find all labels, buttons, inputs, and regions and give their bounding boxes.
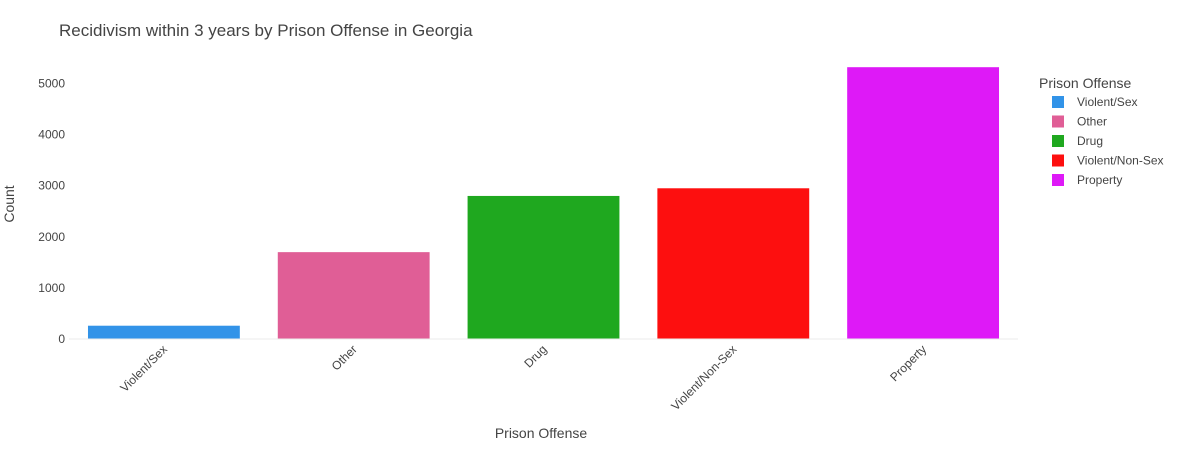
bar-violent-non-sex[interactable] — [657, 188, 810, 339]
y-tick-label: 2000 — [38, 230, 65, 244]
legend-label[interactable]: Property — [1077, 173, 1122, 187]
legend-swatch[interactable] — [1052, 135, 1064, 147]
x-axis-title: Prison Offense — [495, 425, 588, 441]
legend-label[interactable]: Violent/Non-Sex — [1077, 154, 1164, 168]
bar-violent-sex[interactable] — [87, 325, 240, 339]
legend-label[interactable]: Drug — [1077, 134, 1103, 148]
legend-swatch[interactable] — [1052, 154, 1064, 167]
legend-label[interactable]: Other — [1077, 115, 1107, 129]
bars — [87, 67, 1000, 340]
y-tick-label: 5000 — [38, 77, 65, 91]
legend-swatch[interactable] — [1052, 174, 1064, 186]
legend-swatch[interactable] — [1052, 115, 1064, 128]
x-tick-label: Other — [329, 342, 360, 373]
legend-swatch[interactable] — [1052, 96, 1064, 108]
y-axis-title: Count — [1, 185, 17, 222]
bar-drug[interactable] — [467, 195, 620, 339]
y-tick-label: 4000 — [38, 128, 65, 142]
y-tick-label: 1000 — [38, 281, 65, 295]
x-tick-label: Violent/Sex — [117, 342, 170, 395]
y-tick-label: 3000 — [38, 179, 65, 193]
chart-title: Recidivism within 3 years by Prison Offe… — [59, 21, 473, 40]
legend-title: Prison Offense — [1039, 75, 1132, 91]
legend: Prison Offense Violent/Sex Other Drug Viole… — [1039, 75, 1164, 187]
bar-property[interactable] — [847, 67, 1000, 340]
x-axis: Violent/Sex Other Drug Violent/Non-Sex Prope… — [117, 342, 929, 413]
x-tick-label: Property — [887, 342, 929, 384]
y-axis: 0 1000 2000 3000 4000 5000 — [38, 77, 65, 346]
bar-other[interactable] — [277, 252, 430, 339]
x-tick-label: Violent/Non-Sex — [668, 342, 739, 413]
y-tick-label: 0 — [58, 332, 65, 346]
x-tick-label: Drug — [521, 342, 549, 370]
legend-label[interactable]: Violent/Sex — [1077, 95, 1138, 109]
